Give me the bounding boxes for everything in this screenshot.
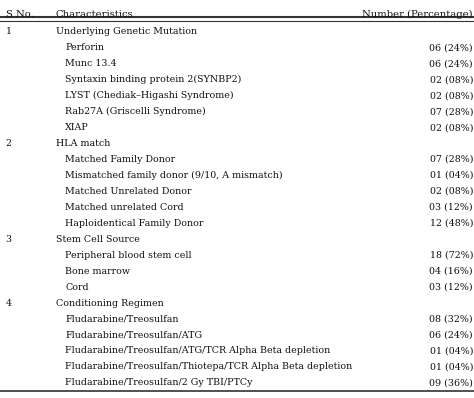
- Text: Cord: Cord: [65, 283, 89, 292]
- Text: 06 (24%): 06 (24%): [429, 43, 473, 52]
- Text: 02 (08%): 02 (08%): [429, 91, 473, 100]
- Text: 04 (16%): 04 (16%): [429, 267, 473, 276]
- Text: Characteristics: Characteristics: [56, 10, 134, 20]
- Text: Rab27A (Griscelli Syndrome): Rab27A (Griscelli Syndrome): [65, 107, 206, 116]
- Text: 03 (12%): 03 (12%): [429, 203, 473, 212]
- Text: 1: 1: [6, 27, 12, 36]
- Text: Mismatched family donor (9/10, A mismatch): Mismatched family donor (9/10, A mismatc…: [65, 171, 283, 180]
- Text: Fludarabine/Treosulfan/2 Gy TBI/PTCy: Fludarabine/Treosulfan/2 Gy TBI/PTCy: [65, 378, 253, 387]
- Text: 02 (08%): 02 (08%): [429, 187, 473, 196]
- Text: Perforin: Perforin: [65, 43, 104, 52]
- Text: 09 (36%): 09 (36%): [429, 378, 473, 387]
- Text: 06 (24%): 06 (24%): [429, 59, 473, 68]
- Text: Matched unrelated Cord: Matched unrelated Cord: [65, 203, 184, 212]
- Text: Bone marrow: Bone marrow: [65, 267, 130, 276]
- Text: Fludarabine/Treosulfan: Fludarabine/Treosulfan: [65, 314, 179, 324]
- Text: Conditioning Regimen: Conditioning Regimen: [56, 298, 164, 308]
- Text: 03 (12%): 03 (12%): [429, 283, 473, 292]
- Text: 01 (04%): 01 (04%): [429, 171, 473, 180]
- Text: 4: 4: [6, 298, 12, 308]
- Text: 2: 2: [6, 139, 12, 148]
- Text: 01 (04%): 01 (04%): [429, 346, 473, 355]
- Text: 06 (24%): 06 (24%): [429, 330, 473, 339]
- Text: 07 (28%): 07 (28%): [429, 155, 473, 164]
- Text: 02 (08%): 02 (08%): [429, 75, 473, 84]
- Text: 18 (72%): 18 (72%): [429, 251, 473, 260]
- Text: Number (Percentage): Number (Percentage): [363, 10, 473, 20]
- Text: 07 (28%): 07 (28%): [429, 107, 473, 116]
- Text: LYST (Chediak–Higashi Syndrome): LYST (Chediak–Higashi Syndrome): [65, 91, 234, 100]
- Text: Stem Cell Source: Stem Cell Source: [56, 235, 140, 244]
- Text: HLA match: HLA match: [56, 139, 110, 148]
- Text: Fludarabine/Treosulfan/ATG: Fludarabine/Treosulfan/ATG: [65, 330, 202, 339]
- Text: Syntaxin binding protein 2(SYNBP2): Syntaxin binding protein 2(SYNBP2): [65, 75, 242, 84]
- Text: 08 (32%): 08 (32%): [429, 314, 473, 324]
- Text: S No.: S No.: [6, 10, 34, 20]
- Text: 02 (08%): 02 (08%): [429, 123, 473, 132]
- Text: 12 (48%): 12 (48%): [429, 219, 473, 228]
- Text: Underlying Genetic Mutation: Underlying Genetic Mutation: [56, 27, 197, 36]
- Text: Haploidentical Family Donor: Haploidentical Family Donor: [65, 219, 204, 228]
- Text: 01 (04%): 01 (04%): [429, 363, 473, 371]
- Text: Matched Unrelated Donor: Matched Unrelated Donor: [65, 187, 192, 196]
- Text: Munc 13.4: Munc 13.4: [65, 59, 117, 68]
- Text: 3: 3: [6, 235, 12, 244]
- Text: Fludarabine/Treosulfan/ATG/TCR Alpha Beta depletion: Fludarabine/Treosulfan/ATG/TCR Alpha Bet…: [65, 346, 331, 355]
- Text: Matched Family Donor: Matched Family Donor: [65, 155, 175, 164]
- Text: Fludarabine/Treosulfan/Thiotepa/TCR Alpha Beta depletion: Fludarabine/Treosulfan/Thiotepa/TCR Alph…: [65, 363, 353, 371]
- Text: XIAP: XIAP: [65, 123, 89, 132]
- Text: Peripheral blood stem cell: Peripheral blood stem cell: [65, 251, 192, 260]
